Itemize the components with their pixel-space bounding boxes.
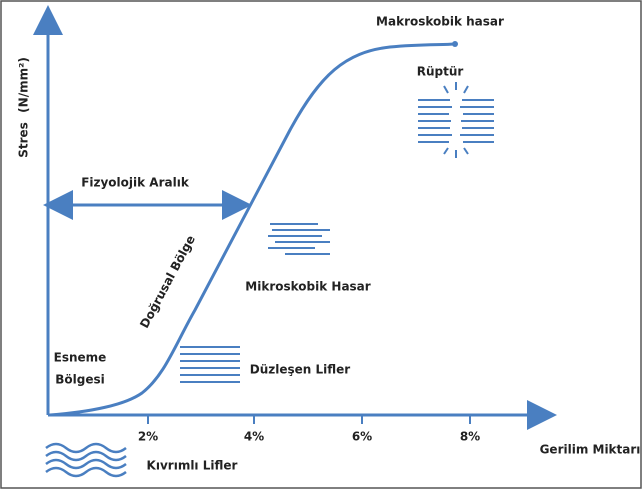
stage-label: Düzleşen Lifler [250, 363, 351, 377]
x-tick-label: 4% [244, 430, 264, 444]
diagram: 2% 4% 6% 8% Gerilim Miktarı Stres (N/mm²… [0, 0, 642, 489]
x-tick-label: 2% [138, 430, 158, 444]
region-label: Bölgesi [55, 373, 105, 387]
x-axis-label: Gerilim Miktarı [540, 443, 641, 457]
region-label: Esneme [54, 351, 107, 365]
stage-label: Rüptür [417, 65, 464, 79]
stage-label: Makroskobik hasar [376, 15, 504, 29]
region-label: Fizyolojik Aralık [81, 176, 190, 190]
curve-end [452, 41, 458, 47]
y-axis-title: Stres (N/mm²) [17, 57, 31, 158]
x-tick-label: 6% [352, 430, 372, 444]
stage-label: Kıvrımlı Lifler [147, 459, 238, 473]
x-tick-label: 8% [460, 430, 480, 444]
y-axis-label: Stres [17, 122, 31, 158]
stage-label: Mikroskobik Hasar [245, 280, 370, 294]
y-axis-unit: (N/mm²) [17, 57, 31, 113]
